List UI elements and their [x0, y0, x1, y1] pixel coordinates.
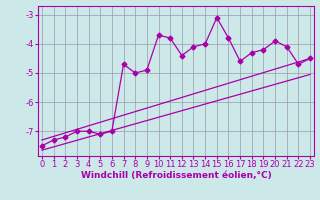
- X-axis label: Windchill (Refroidissement éolien,°C): Windchill (Refroidissement éolien,°C): [81, 171, 271, 180]
